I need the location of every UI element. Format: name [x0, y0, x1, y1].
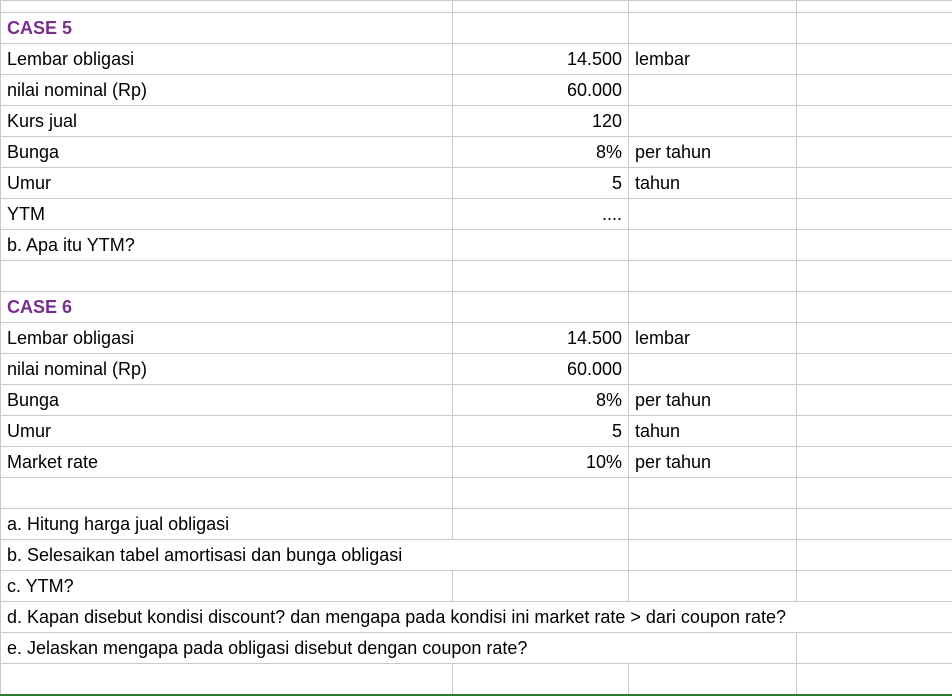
- row-value: 8%: [453, 385, 629, 416]
- row-value: 14.500: [453, 44, 629, 75]
- table-row[interactable]: YTM ....: [1, 199, 952, 230]
- row-label: Bunga: [1, 385, 453, 416]
- case6-question-d[interactable]: d. Kapan disebut kondisi discount? dan m…: [1, 602, 952, 633]
- case6-header: CASE 6: [1, 292, 453, 323]
- case6-header-row[interactable]: CASE 6: [1, 292, 952, 323]
- row-label: Lembar obligasi: [1, 323, 453, 354]
- question-text: b. Apa itu YTM?: [1, 230, 453, 261]
- table-row[interactable]: Umur 5 tahun: [1, 416, 952, 447]
- case6-question-c[interactable]: c. YTM?: [1, 571, 952, 602]
- row-label: YTM: [1, 199, 453, 230]
- question-text: b. Selesaikan tabel amortisasi dan bunga…: [1, 540, 629, 571]
- spreadsheet-grid[interactable]: CASE 5 Lembar obligasi 14.500 lembar nil…: [0, 0, 952, 696]
- table-row[interactable]: nilai nominal (Rp) 60.000: [1, 75, 952, 106]
- row-value: 60.000: [453, 75, 629, 106]
- row-unit: tahun: [629, 168, 797, 199]
- row-value: 14.500: [453, 323, 629, 354]
- row-unit: per tahun: [629, 447, 797, 478]
- active-row[interactable]: [1, 664, 952, 695]
- table-row[interactable]: Umur 5 tahun: [1, 168, 952, 199]
- case6-question-a[interactable]: a. Hitung harga jual obligasi: [1, 509, 952, 540]
- row-value: ....: [453, 199, 629, 230]
- row-cutoff: [1, 1, 952, 13]
- table-row[interactable]: Market rate 10% per tahun: [1, 447, 952, 478]
- row-unit: tahun: [629, 416, 797, 447]
- table-row[interactable]: Lembar obligasi 14.500 lembar: [1, 44, 952, 75]
- row-value: 5: [453, 168, 629, 199]
- question-text: e. Jelaskan mengapa pada obligasi disebu…: [1, 633, 797, 664]
- row-label: Bunga: [1, 137, 453, 168]
- row-label: Kurs jual: [1, 106, 453, 137]
- table-row[interactable]: Bunga 8% per tahun: [1, 385, 952, 416]
- question-text: a. Hitung harga jual obligasi: [1, 509, 453, 540]
- table-row[interactable]: Lembar obligasi 14.500 lembar: [1, 323, 952, 354]
- case5-header: CASE 5: [1, 13, 453, 44]
- row-unit: lembar: [629, 44, 797, 75]
- blank-row[interactable]: [1, 478, 952, 509]
- row-label: nilai nominal (Rp): [1, 75, 453, 106]
- row-unit: lembar: [629, 323, 797, 354]
- row-unit: per tahun: [629, 137, 797, 168]
- row-label: Lembar obligasi: [1, 44, 453, 75]
- row-label: Market rate: [1, 447, 453, 478]
- row-label: nilai nominal (Rp): [1, 354, 453, 385]
- row-unit: [629, 199, 797, 230]
- row-unit: [629, 75, 797, 106]
- row-value: 5: [453, 416, 629, 447]
- row-value: 10%: [453, 447, 629, 478]
- blank-row[interactable]: [1, 261, 952, 292]
- row-value: 60.000: [453, 354, 629, 385]
- table-row[interactable]: Kurs jual 120: [1, 106, 952, 137]
- table-row[interactable]: Bunga 8% per tahun: [1, 137, 952, 168]
- row-value: 120: [453, 106, 629, 137]
- case6-question-e[interactable]: e. Jelaskan mengapa pada obligasi disebu…: [1, 633, 952, 664]
- question-text: c. YTM?: [1, 571, 453, 602]
- case6-question-b[interactable]: b. Selesaikan tabel amortisasi dan bunga…: [1, 540, 952, 571]
- case5-header-row[interactable]: CASE 5: [1, 13, 952, 44]
- table-row[interactable]: nilai nominal (Rp) 60.000: [1, 354, 952, 385]
- row-label: Umur: [1, 416, 453, 447]
- row-unit: [629, 106, 797, 137]
- question-text: d. Kapan disebut kondisi discount? dan m…: [1, 602, 952, 633]
- case5-question-b[interactable]: b. Apa itu YTM?: [1, 230, 952, 261]
- row-value: 8%: [453, 137, 629, 168]
- row-unit: per tahun: [629, 385, 797, 416]
- row-unit: [629, 354, 797, 385]
- row-label: Umur: [1, 168, 453, 199]
